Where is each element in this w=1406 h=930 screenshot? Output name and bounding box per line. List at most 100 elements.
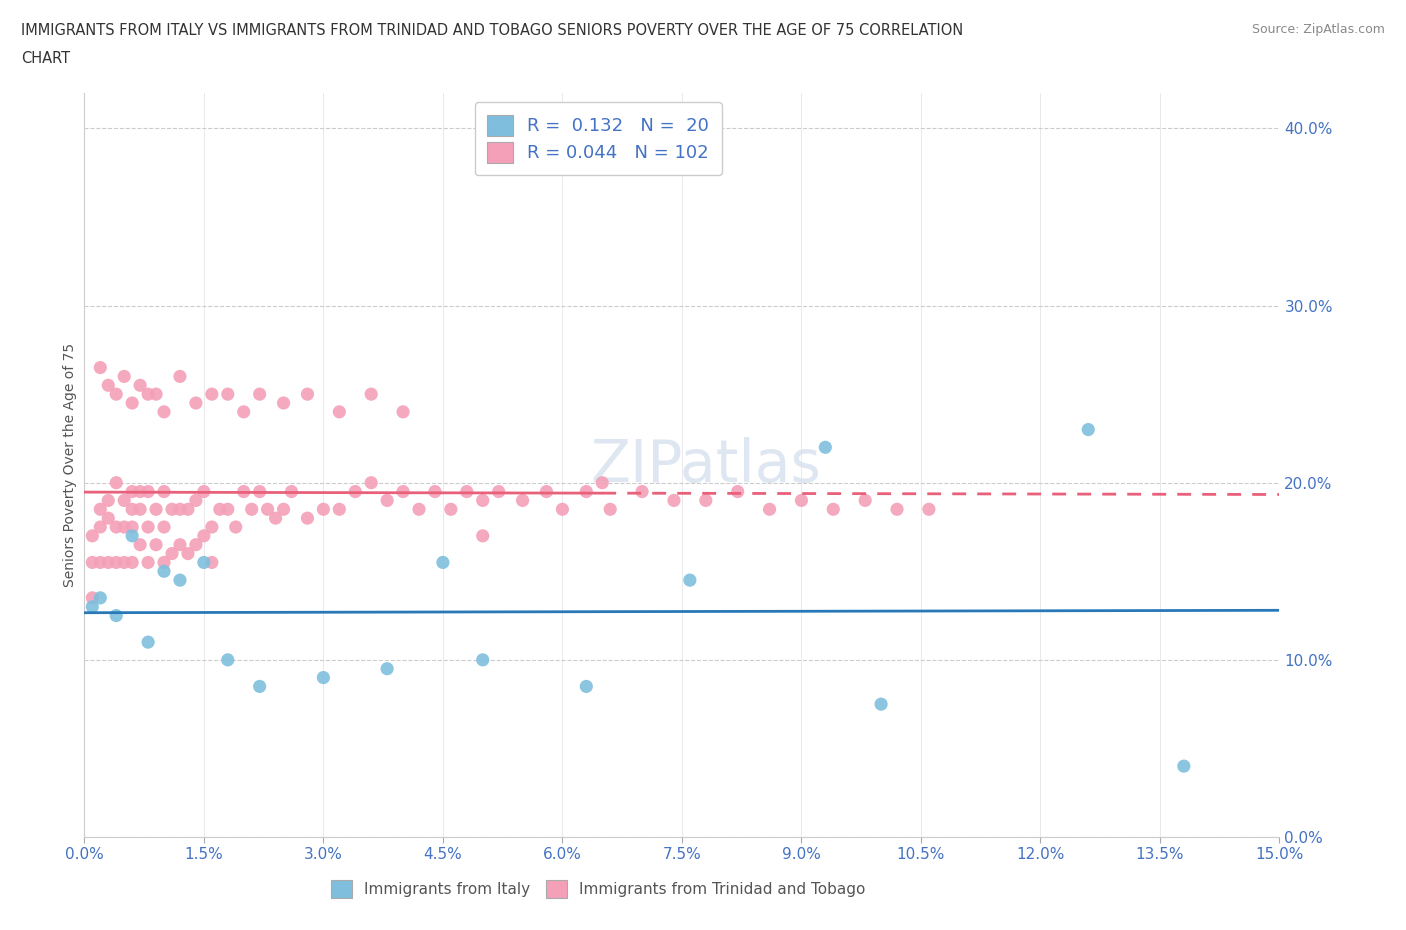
Point bbox=[97, 493, 120, 508]
Point bbox=[273, 502, 295, 517]
Point bbox=[512, 493, 534, 508]
Point bbox=[136, 520, 159, 535]
Point bbox=[177, 546, 200, 561]
Point bbox=[112, 520, 135, 535]
Point bbox=[201, 520, 224, 535]
Point bbox=[256, 502, 278, 517]
Point bbox=[121, 528, 143, 543]
Point bbox=[423, 485, 446, 499]
Point bbox=[217, 653, 239, 668]
Point bbox=[870, 697, 893, 711]
Point bbox=[121, 502, 143, 517]
Point bbox=[201, 555, 224, 570]
Point bbox=[121, 395, 143, 410]
Point bbox=[471, 653, 494, 668]
Point bbox=[153, 405, 176, 419]
Point bbox=[97, 511, 120, 525]
Point bbox=[82, 591, 104, 605]
Point bbox=[297, 511, 319, 525]
Point bbox=[184, 493, 207, 508]
Point bbox=[121, 555, 143, 570]
Point bbox=[575, 485, 598, 499]
Point bbox=[392, 485, 415, 499]
Point bbox=[695, 493, 717, 508]
Point bbox=[273, 395, 295, 410]
Point bbox=[249, 387, 271, 402]
Text: ZIPatlas: ZIPatlas bbox=[591, 436, 821, 494]
Point bbox=[551, 502, 574, 517]
Point bbox=[136, 485, 159, 499]
Point bbox=[136, 634, 159, 649]
Point bbox=[82, 599, 104, 614]
Point bbox=[145, 538, 167, 552]
Point bbox=[112, 555, 135, 570]
Point bbox=[344, 485, 367, 499]
Point bbox=[89, 555, 111, 570]
Point bbox=[145, 387, 167, 402]
Point bbox=[312, 502, 335, 517]
Point bbox=[280, 485, 302, 499]
Point bbox=[160, 546, 183, 561]
Point bbox=[631, 485, 654, 499]
Point bbox=[440, 502, 463, 517]
Point bbox=[129, 485, 152, 499]
Point bbox=[97, 555, 120, 570]
Point bbox=[105, 475, 128, 490]
Point bbox=[432, 555, 454, 570]
Point bbox=[177, 502, 200, 517]
Point bbox=[129, 502, 152, 517]
Point bbox=[536, 485, 558, 499]
Point bbox=[225, 520, 247, 535]
Point bbox=[375, 661, 398, 676]
Point bbox=[105, 387, 128, 402]
Point bbox=[169, 502, 191, 517]
Point bbox=[1173, 759, 1195, 774]
Point bbox=[471, 528, 494, 543]
Point bbox=[105, 555, 128, 570]
Point bbox=[790, 493, 813, 508]
Point bbox=[232, 485, 254, 499]
Point bbox=[312, 671, 335, 685]
Point bbox=[184, 395, 207, 410]
Point bbox=[89, 502, 111, 517]
Point bbox=[169, 369, 191, 384]
Point bbox=[89, 360, 111, 375]
Point bbox=[297, 387, 319, 402]
Point bbox=[823, 502, 845, 517]
Point bbox=[758, 502, 780, 517]
Point bbox=[82, 555, 104, 570]
Point bbox=[136, 387, 159, 402]
Point bbox=[153, 564, 176, 578]
Point bbox=[105, 520, 128, 535]
Point bbox=[375, 493, 398, 508]
Point bbox=[392, 405, 415, 419]
Point bbox=[679, 573, 702, 588]
Point bbox=[249, 485, 271, 499]
Point bbox=[145, 502, 167, 517]
Point bbox=[360, 475, 382, 490]
Point bbox=[169, 538, 191, 552]
Point bbox=[232, 405, 254, 419]
Point bbox=[136, 555, 159, 570]
Point bbox=[121, 485, 143, 499]
Point bbox=[918, 502, 941, 517]
Point bbox=[82, 528, 104, 543]
Point bbox=[662, 493, 685, 508]
Point bbox=[240, 502, 263, 517]
Point bbox=[328, 405, 350, 419]
Legend: Immigrants from Italy, Immigrants from Trinidad and Tobago: Immigrants from Italy, Immigrants from T… bbox=[325, 874, 872, 904]
Point bbox=[193, 555, 215, 570]
Point bbox=[129, 378, 152, 392]
Text: CHART: CHART bbox=[21, 51, 70, 66]
Point bbox=[129, 538, 152, 552]
Point bbox=[184, 538, 207, 552]
Point bbox=[89, 591, 111, 605]
Point bbox=[249, 679, 271, 694]
Point bbox=[97, 378, 120, 392]
Point bbox=[456, 485, 478, 499]
Point bbox=[193, 528, 215, 543]
Point bbox=[217, 387, 239, 402]
Point bbox=[169, 573, 191, 588]
Point bbox=[591, 475, 613, 490]
Point bbox=[599, 502, 621, 517]
